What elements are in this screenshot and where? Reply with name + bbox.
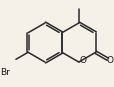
Text: Br: Br [0,68,10,77]
Text: O: O [79,56,86,65]
Text: O: O [105,56,112,65]
